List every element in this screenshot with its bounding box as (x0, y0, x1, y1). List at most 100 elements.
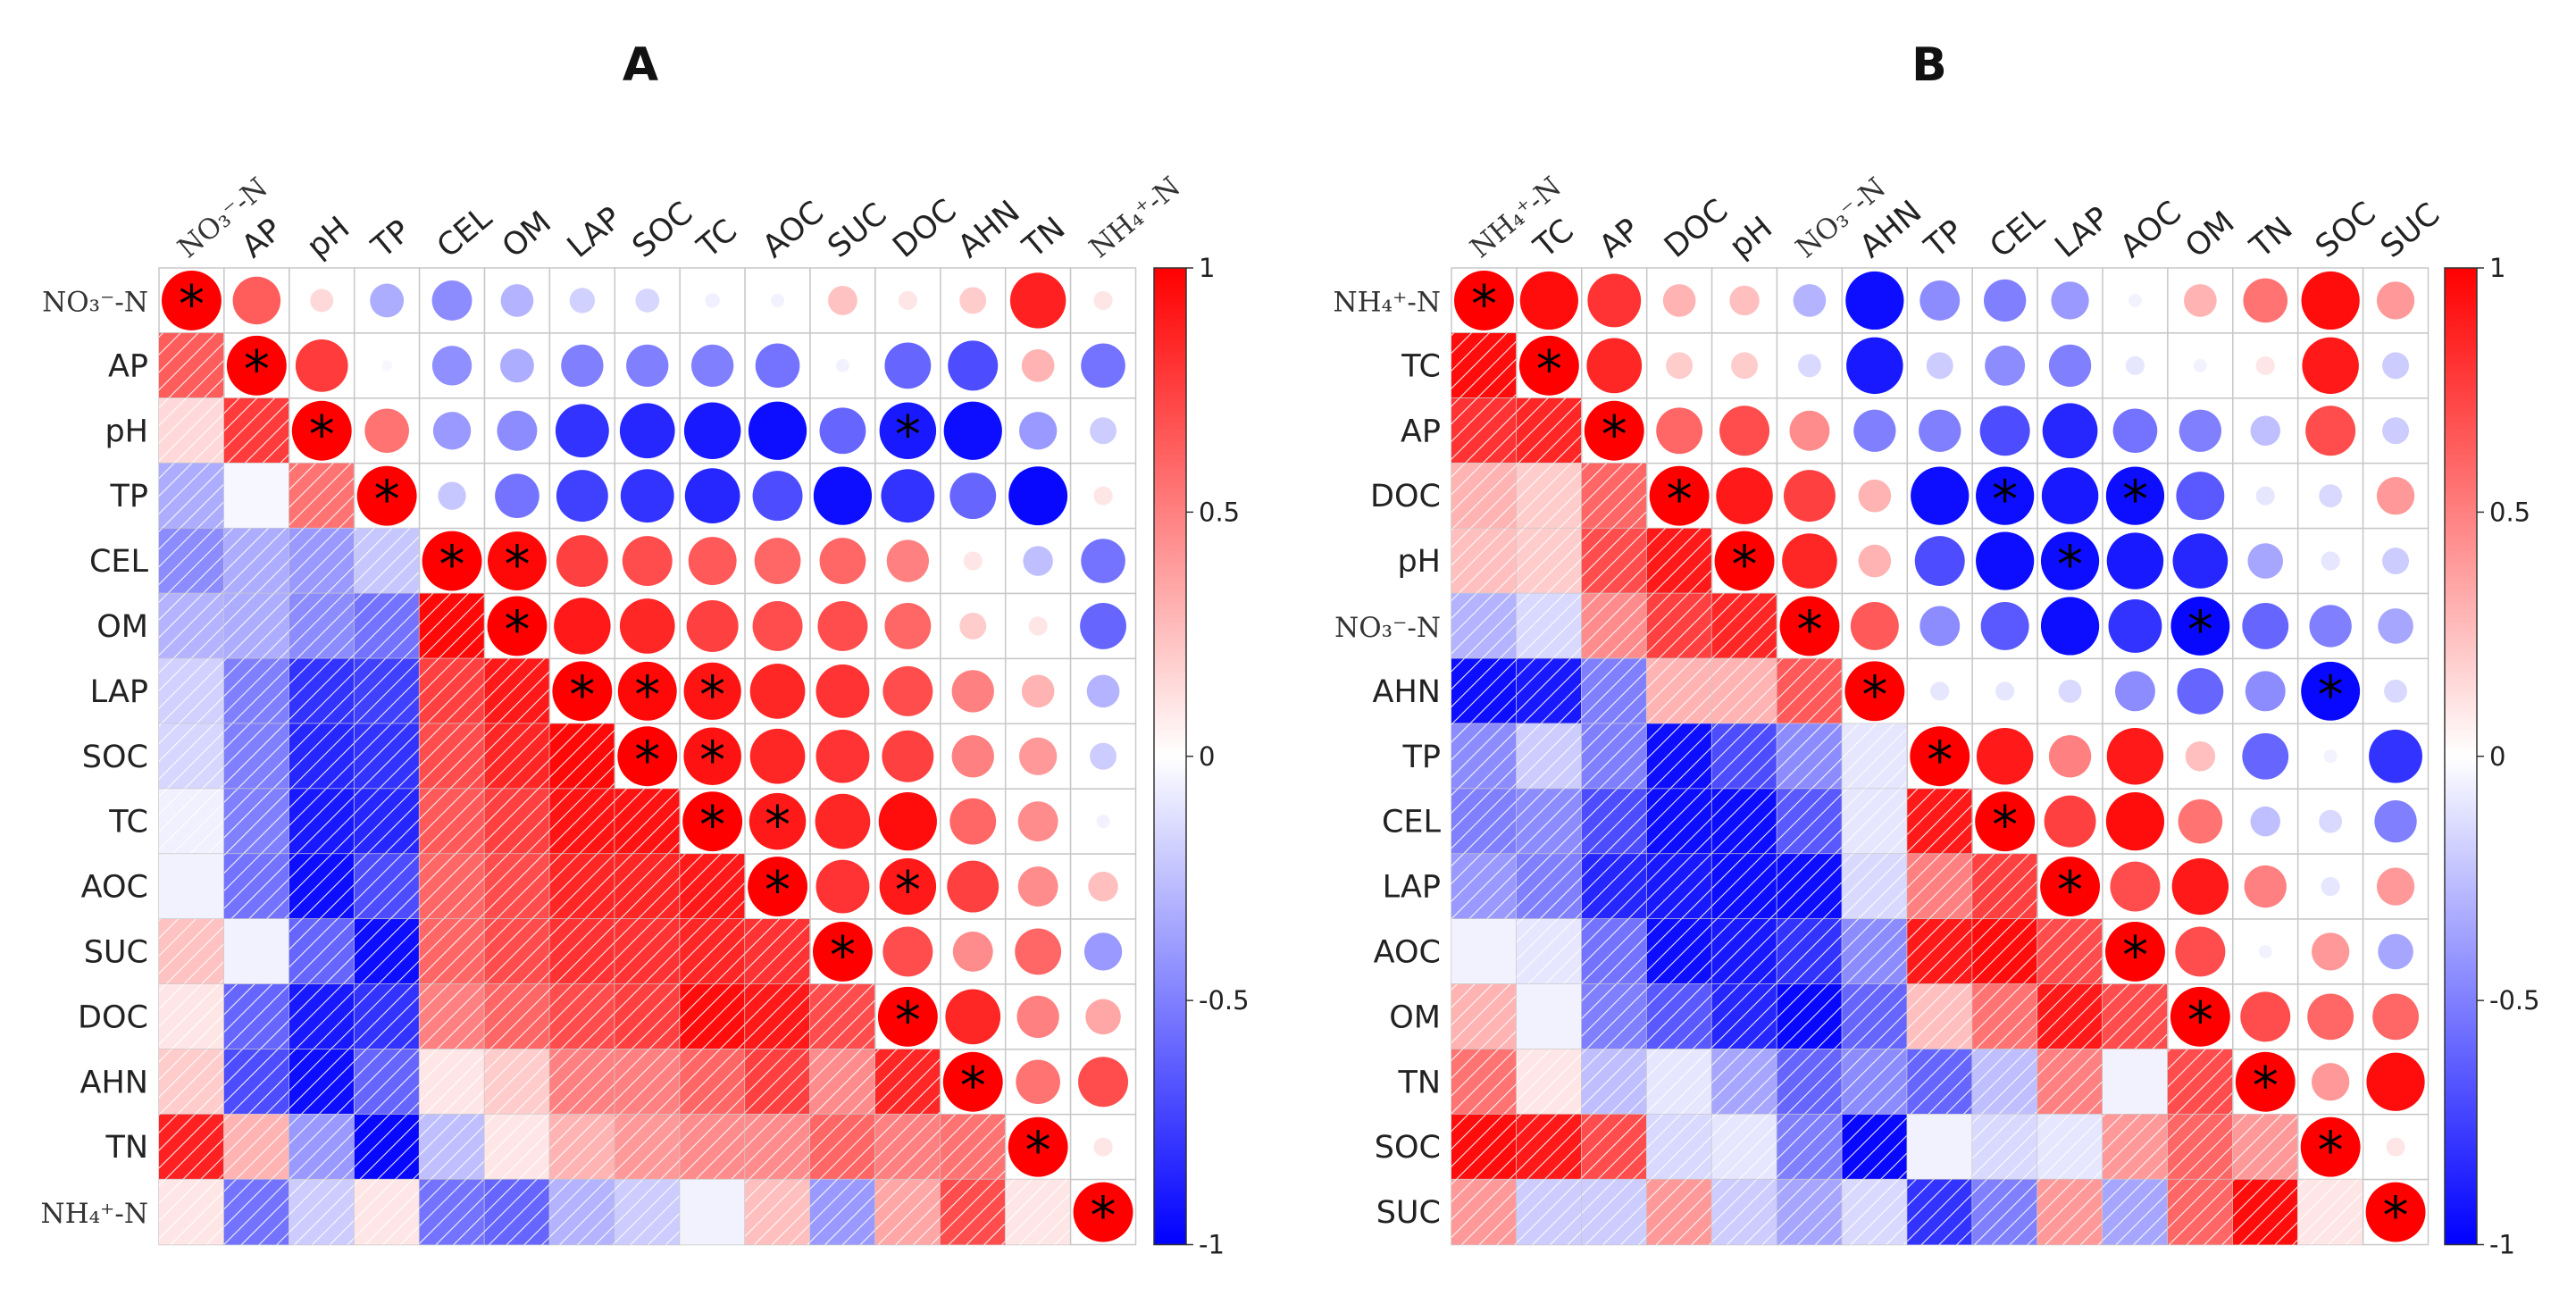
significance-marker: * (504, 599, 530, 660)
heat-cell-hatch (745, 919, 810, 984)
colorbar-tick-label: 0 (1199, 741, 1215, 772)
corr-circle (2170, 986, 2230, 1047)
heat-cell-hatch (1005, 1179, 1071, 1245)
corr-circle (2319, 809, 2343, 833)
heat-cell-hatch (159, 919, 224, 984)
corr-circle (684, 468, 740, 523)
corr-circle (748, 401, 807, 460)
corr-circle (1662, 284, 1696, 317)
heat-cell-hatch (223, 723, 289, 790)
corr-circle (2250, 415, 2280, 446)
heat-cell-hatch (159, 397, 224, 464)
significance-marker: * (1992, 795, 2018, 856)
corr-circle (2110, 861, 2161, 912)
corr-circle (1018, 412, 1058, 450)
heat-cell-hatch (1451, 658, 1517, 724)
heat-cell-hatch (1581, 789, 1647, 855)
corr-circle (1789, 410, 1830, 451)
significance-marker: * (830, 924, 856, 985)
significance-marker: * (1861, 665, 1887, 725)
corr-circle (2179, 409, 2222, 452)
heat-cell (223, 463, 289, 529)
corr-circle (2108, 599, 2162, 653)
corr-circle (683, 727, 741, 786)
corr-circle (2305, 406, 2356, 456)
significance-marker: * (960, 1055, 986, 1116)
significance-marker: * (504, 534, 530, 595)
corr-circle (2105, 792, 2165, 851)
heat-cell-hatch (745, 1049, 810, 1115)
significance-marker: * (634, 730, 660, 790)
corr-circle (626, 344, 669, 388)
corr-circle (882, 665, 933, 716)
corr-circle (815, 859, 870, 914)
heat-cell-hatch (1972, 1179, 2038, 1245)
heat-cell-hatch (1777, 1179, 1843, 1245)
corr-circle (2175, 926, 2226, 977)
heat-cell-hatch (289, 789, 355, 855)
corr-circle (1714, 531, 1775, 591)
corr-circle (569, 288, 596, 314)
corr-circle (771, 293, 785, 307)
corr-circle (1914, 536, 1965, 587)
corr-circle (1844, 661, 1905, 722)
column-label: AOC (2114, 195, 2188, 265)
row-label: CEL (89, 544, 149, 580)
corr-circle (1782, 533, 1837, 589)
colorbar-tick-label: 1 (2489, 253, 2505, 283)
corr-circle (948, 340, 999, 391)
heat-cell-hatch (484, 983, 550, 1049)
corr-circle (556, 470, 608, 523)
corr-circle (2245, 671, 2286, 712)
heat-cell-hatch (680, 983, 746, 1049)
heat-cell-hatch (1711, 854, 1777, 919)
corr-circle (2378, 933, 2413, 970)
heat-cell-hatch (223, 397, 289, 464)
heat-cell-hatch (1711, 919, 1777, 984)
significance-marker: * (2318, 1120, 2344, 1181)
corr-circle (688, 537, 737, 586)
corr-circle (1584, 400, 1644, 461)
corr-circle (2105, 466, 2165, 525)
row-label: TN (1397, 1065, 1441, 1100)
corr-circle (1845, 271, 1904, 330)
heat-cell-hatch (1646, 854, 1712, 919)
heat-cell-hatch (1777, 919, 1843, 984)
heat-cell-hatch (1646, 1114, 1712, 1180)
corr-circle (1028, 616, 1048, 636)
corr-circle (561, 344, 604, 388)
heat-cell-hatch (2037, 1114, 2103, 1180)
heat-cell-hatch (419, 658, 485, 724)
heat-cell-hatch (2103, 1114, 2168, 1180)
significance-marker: * (2057, 534, 2083, 595)
heat-cell-hatch (1581, 854, 1647, 919)
heat-cell-hatch (1711, 1114, 1777, 1180)
corr-circle (947, 860, 999, 913)
corr-circle (749, 664, 806, 719)
heat-cell-hatch (615, 919, 681, 984)
row-label: pH (1397, 544, 1441, 580)
corr-circle (364, 408, 409, 454)
corr-circle (1853, 409, 1896, 452)
heat-cell-hatch (289, 463, 355, 529)
corr-circle (959, 287, 987, 314)
corr-circle (1023, 546, 1053, 576)
corr-circle (1919, 409, 1961, 452)
corr-circle (1797, 354, 1821, 378)
corr-circle (1911, 466, 1970, 525)
heat-cell-hatch (419, 1049, 485, 1115)
heat-cell-hatch (354, 789, 420, 855)
corr-circle (752, 600, 803, 651)
corr-circle (2244, 865, 2287, 908)
significance-marker: * (2187, 599, 2213, 660)
corr-circle (2105, 922, 2165, 982)
heat-cell-hatch (1711, 1049, 1777, 1115)
corr-circle (2125, 355, 2145, 375)
heat-cell-hatch (549, 789, 615, 855)
corr-circle (1995, 681, 2015, 701)
corr-circle (1731, 352, 1759, 380)
corr-circle (949, 798, 997, 845)
corr-circle (884, 342, 932, 389)
heat-cell-hatch (1451, 723, 1517, 790)
